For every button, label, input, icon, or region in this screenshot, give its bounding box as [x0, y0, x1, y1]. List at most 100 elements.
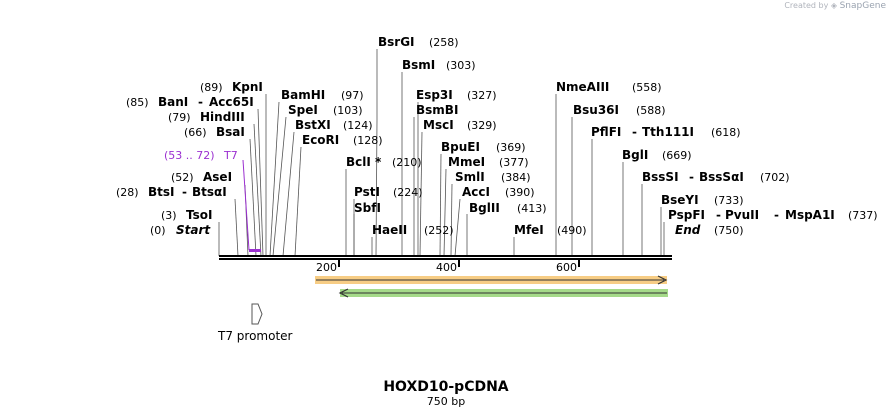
site-bani-label[interactable]: BanI [158, 95, 188, 109]
site-kpni-label[interactable]: KpnI [232, 80, 263, 94]
site-btsi-separator: - [182, 185, 187, 199]
site-bsu36i-label[interactable]: Bsu36I [573, 103, 619, 117]
site-asei-pos: (52) [171, 171, 194, 184]
site-mfei-label[interactable]: MfeI [514, 223, 544, 237]
site-acci-pos: (390) [505, 186, 535, 199]
site-mmei-label[interactable]: MmeI [448, 155, 485, 169]
site-mspa1i-label[interactable]: MspA1I [785, 208, 835, 222]
snapgene-logo-icon: ◈ [830, 1, 838, 10]
site-bsssi-separator: - [689, 170, 694, 184]
site-smli-label[interactable]: SmlI [455, 170, 485, 184]
site-bamhi-pos: (97) [341, 89, 364, 102]
site-bsrgi-pos: (258) [429, 36, 459, 49]
site-btsi-pos: (28) [116, 186, 139, 199]
site-bsai-pos: (66) [184, 126, 207, 139]
site-bgli-pos: (669) [662, 149, 692, 162]
site-bpuei-label[interactable]: BpuEI [441, 140, 480, 154]
site-bgli-label[interactable]: BglI [622, 148, 648, 162]
site-bsssi-pos: (702) [760, 171, 790, 184]
primer-t7-marker[interactable] [249, 249, 261, 252]
site-hindiii-pos: (79) [168, 111, 191, 124]
site-haeii-label[interactable]: HaeII [372, 223, 407, 237]
t7-promoter-label: T7 promoter [217, 329, 293, 343]
site-acc65i-label[interactable]: Acc65I [209, 95, 254, 109]
site-btsai-label[interactable]: BtsαI [192, 185, 227, 199]
site-mmei-pos: (377) [499, 156, 529, 169]
site-pspfi-separator: - [716, 208, 721, 222]
site-bseyi-pos: (733) [714, 194, 744, 207]
site-mfei-pos: (490) [557, 224, 587, 237]
orange-feature-arrowhead [657, 275, 668, 285]
site-spei-pos: (103) [333, 104, 363, 117]
start-pos: (0) [150, 224, 166, 237]
site-pspfi-pos: (737) [848, 209, 878, 222]
site-bstxi-label[interactable]: BstXI [295, 118, 331, 132]
end-pos: (750) [714, 224, 744, 237]
site-ecori-label[interactable]: EcoRI [302, 133, 339, 147]
site-sbfi-label[interactable]: SbfI [354, 201, 381, 215]
tick-200-label: 200 [316, 261, 337, 274]
site-bglii-label[interactable]: BglII [469, 201, 500, 215]
tick-200-mark [338, 260, 340, 267]
start-label: Start [176, 223, 211, 237]
site-hindiii-label[interactable]: HindIII [200, 110, 245, 124]
site-acci-label[interactable]: AccI [462, 185, 490, 199]
site-smli-pos: (384) [501, 171, 531, 184]
site-bani-separator: - [198, 95, 203, 109]
site-bglii-pos: (413) [517, 202, 547, 215]
site-bsmbi-label[interactable]: BsmBI [416, 103, 458, 117]
site-bsssi-label[interactable]: BssSI [642, 170, 679, 184]
credit-brand: SnapGene [839, 1, 886, 11]
site-pflfi-label[interactable]: PflFI [591, 125, 621, 139]
ruler-ticks: 200 400 600 [316, 260, 580, 274]
site-bsmi-pos: (303) [446, 59, 476, 72]
site-tth111i-label[interactable]: Tth111I [642, 125, 694, 139]
site-pvuii-label[interactable]: PvuII [725, 208, 759, 222]
site-esp3i-pos: (327) [467, 89, 497, 102]
site-tsoi-pos: (3) [161, 209, 177, 222]
snapgene-credit: Created by ◈ SnapGene [784, 1, 886, 11]
site-bsai-label[interactable]: BsaI [216, 125, 245, 139]
site-bsssai-label[interactable]: BssSαI [699, 170, 744, 184]
green-feature[interactable] [338, 288, 668, 298]
map-length: 750 bp [427, 395, 465, 408]
site-bpuei-pos: (369) [496, 141, 526, 154]
site-psti-label[interactable]: PstI [354, 185, 380, 199]
site-pspfi-label[interactable]: PspFI [668, 208, 705, 222]
site-bcli-pos: (210) [392, 156, 422, 169]
site-msci-label[interactable]: MscI [423, 118, 454, 132]
map-title: HOXD10-pCDNA [383, 379, 508, 395]
site-connector-lines [218, 49, 665, 257]
site-nmeaiii-pos: (558) [632, 81, 662, 94]
site-bani-pos: (85) [126, 96, 149, 109]
tick-400-mark [458, 260, 460, 267]
tick-600-mark [578, 260, 580, 267]
site-btsi-label[interactable]: BtsI [148, 185, 175, 199]
site-msci-pos: (329) [467, 119, 497, 132]
t7-promoter-arrow[interactable] [251, 303, 263, 325]
site-esp3i-label[interactable]: Esp3I [416, 88, 453, 102]
site-ecori-pos: (128) [353, 134, 383, 147]
primer-t7-connector [242, 159, 250, 251]
site-bsmi-label[interactable]: BsmI [402, 58, 435, 72]
site-psti-pos: (224) [393, 186, 423, 199]
site-spei-label[interactable]: SpeI [288, 103, 318, 117]
site-bseyi-label[interactable]: BseYI [661, 193, 699, 207]
primer-t7-pos: (53 .. 72) [164, 149, 215, 162]
site-pvuii-separator: - [774, 208, 779, 222]
site-nmeaiii-label[interactable]: NmeAIII [556, 80, 609, 94]
dna-backbone-bottom-strand [219, 258, 672, 260]
site-tsoi-label[interactable]: TsoI [186, 208, 212, 222]
tick-400-label: 400 [436, 261, 457, 274]
site-pflfi-separator: - [632, 125, 637, 139]
site-kpni-pos: (89) [200, 81, 223, 94]
site-bamhi-label[interactable]: BamHI [281, 88, 325, 102]
green-feature-arrowhead [338, 288, 349, 298]
site-asei-label[interactable]: AseI [203, 170, 232, 184]
primer-t7-label[interactable]: T7 [223, 149, 238, 162]
orange-feature[interactable] [315, 275, 668, 285]
site-bcli-label[interactable]: BclI * [346, 155, 382, 169]
site-bsrgi-label[interactable]: BsrGI [378, 35, 415, 49]
site-haeii-pos: (252) [424, 224, 454, 237]
